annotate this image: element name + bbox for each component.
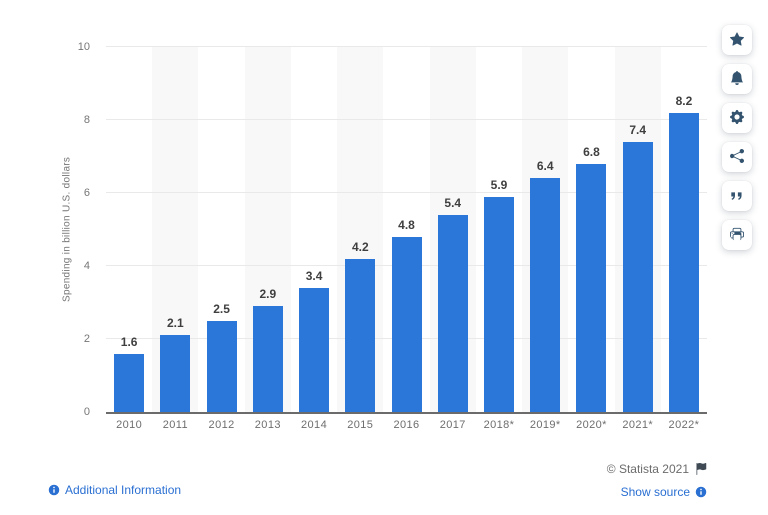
x-tick-label: 2013 — [254, 419, 281, 431]
bar[interactable] — [530, 178, 561, 412]
bar-slot: 2.5 — [198, 47, 244, 412]
x-tick-label: 2015 — [347, 419, 374, 431]
bar-value-label: 1.6 — [120, 334, 138, 349]
bar-slot: 5.4 — [429, 47, 476, 412]
x-tick-label: 2017 — [439, 419, 466, 431]
bar-slot: 3.4 — [291, 47, 337, 412]
bars-container: 1.6 2.1 2.5 2.9 3.4 4.2 4.8 5.4 5.9 6.4 6.8 7.4 8.2 — [106, 47, 707, 412]
bar-slot: 4.8 — [383, 47, 429, 412]
additional-information-link[interactable]: Additional Information — [48, 483, 181, 497]
bar-slot: 6.4 — [522, 47, 569, 412]
x-tick-label: 2011 — [162, 419, 188, 431]
bar-value-label: 5.9 — [490, 177, 508, 192]
bar-value-label: 3.4 — [305, 268, 323, 283]
bar-value-label: 5.4 — [444, 195, 462, 210]
additional-information-label: Additional Information — [65, 483, 182, 497]
bar-value-label: 2.1 — [167, 316, 184, 331]
bar-value-label: 6.8 — [583, 144, 600, 159]
bar-slot: 6.8 — [568, 47, 614, 412]
bar-value-label: 7.4 — [629, 122, 647, 137]
bar-slot: 2.1 — [152, 47, 199, 412]
action-sidebar — [722, 25, 752, 250]
bar-value-label: 8.2 — [675, 93, 693, 108]
bar[interactable] — [576, 163, 607, 412]
y-tick-label: 4 — [83, 260, 90, 272]
gear-icon — [730, 109, 744, 127]
x-tick-label: 2014 — [301, 419, 328, 431]
plot-area: 1.6 2.1 2.5 2.9 3.4 4.2 4.8 5.4 5.9 6.4 6.8 7.4 8.2 — [106, 46, 707, 414]
bar-slot: 1.6 — [106, 47, 152, 412]
bar[interactable] — [483, 196, 514, 412]
footer-right: © Statista 2021 Show source — [607, 462, 707, 499]
x-axis-labels: 2010 2011 2012 2013 2014 2015 2016 2017 2018* 201… — [106, 419, 707, 431]
x-tick-label: 2016 — [393, 419, 420, 431]
bar-value-label: 4.2 — [351, 239, 369, 254]
x-tick-label: 2019* — [529, 419, 561, 431]
print-button[interactable] — [722, 220, 752, 250]
share-icon — [729, 148, 744, 166]
settings-button[interactable] — [722, 103, 752, 133]
x-tick-label: 2020* — [576, 419, 607, 431]
bar[interactable] — [345, 258, 376, 412]
y-tick-label: 10 — [77, 41, 90, 53]
y-tick-label: 8 — [83, 114, 90, 126]
cite-button[interactable] — [722, 181, 752, 211]
copyright: © Statista 2021 — [607, 462, 707, 476]
bar-slot: 8.2 — [661, 47, 707, 412]
bar[interactable] — [252, 306, 283, 412]
show-source-link[interactable]: Show source — [607, 485, 707, 499]
show-source-label: Show source — [620, 485, 690, 499]
bar-value-label: 4.8 — [398, 217, 415, 232]
bar[interactable] — [160, 335, 191, 412]
bar-slot: 7.4 — [614, 47, 661, 412]
favorite-button[interactable] — [722, 25, 752, 55]
info-icon — [695, 486, 707, 498]
notification-button[interactable] — [722, 64, 752, 94]
x-tick-label: 2012 — [208, 419, 235, 431]
bar-value-label: 6.4 — [536, 159, 554, 174]
share-button[interactable] — [722, 142, 752, 172]
y-tick-label: 2 — [83, 333, 90, 345]
bell-icon — [730, 70, 744, 88]
x-tick-label: 2022* — [668, 419, 700, 431]
printer-icon — [730, 227, 744, 244]
bar[interactable] — [437, 214, 468, 412]
x-tick-label: 2018* — [483, 419, 515, 431]
y-tick-label: 0 — [83, 406, 90, 418]
bar[interactable] — [206, 320, 237, 412]
bar[interactable] — [622, 141, 653, 412]
bar[interactable] — [114, 353, 145, 412]
copyright-label: © Statista 2021 — [606, 462, 689, 476]
x-tick-label: 2021* — [622, 419, 654, 431]
bar-value-label: 2.9 — [259, 287, 277, 302]
y-tick-label: 6 — [83, 187, 90, 199]
bar-slot: 5.9 — [476, 47, 522, 412]
bar-slot: 4.2 — [337, 47, 384, 412]
star-icon — [730, 31, 745, 49]
bar-slot: 2.9 — [244, 47, 291, 412]
flag-icon[interactable] — [695, 463, 707, 475]
bar[interactable] — [668, 112, 699, 412]
bar[interactable] — [391, 236, 422, 412]
info-icon — [48, 484, 60, 496]
quote-icon — [730, 188, 744, 205]
bar-value-label: 2.5 — [213, 301, 230, 316]
y-axis-ticks: 0 2 4 6 8 10 — [58, 41, 98, 418]
x-tick-label: 2010 — [116, 419, 143, 431]
bar[interactable] — [299, 287, 330, 412]
